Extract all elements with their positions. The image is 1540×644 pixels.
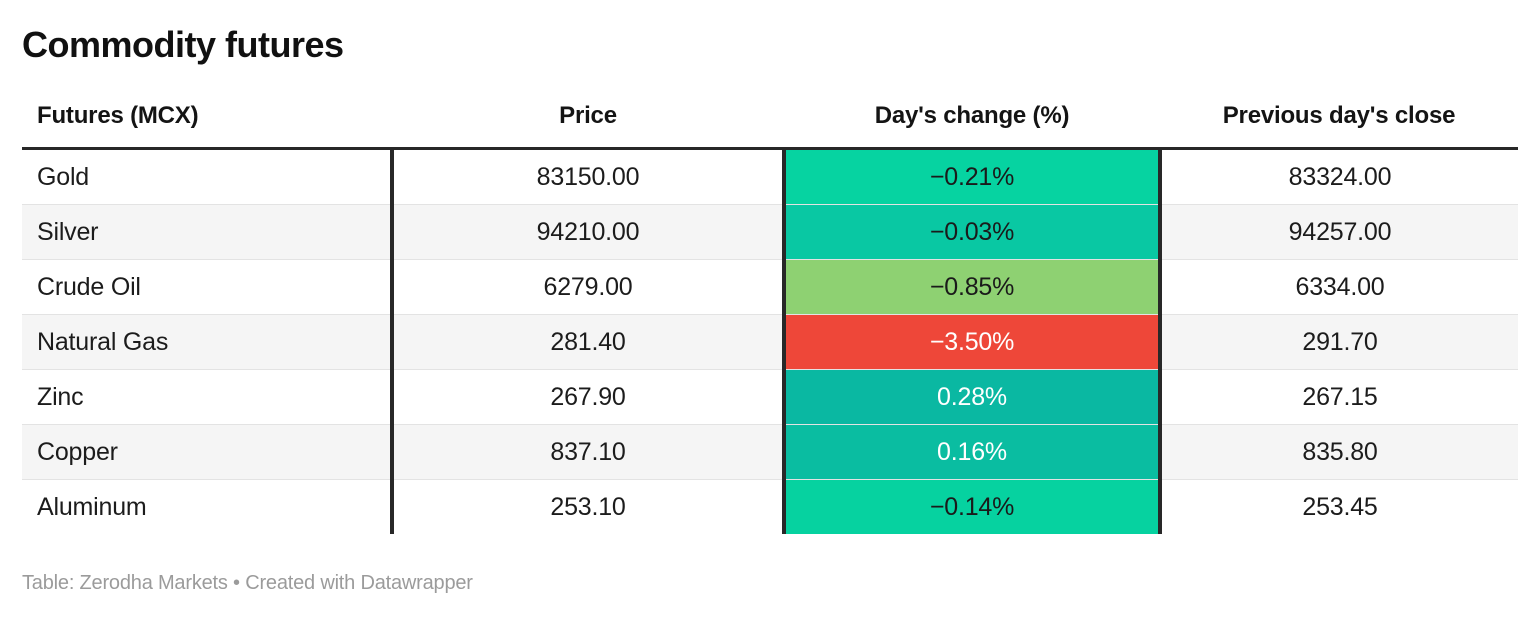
column-header-futures: Futures (MCX)	[22, 102, 392, 150]
table-row: Copper 837.10 0.16% 835.80	[22, 424, 1518, 480]
cell-price: 253.10	[392, 479, 786, 534]
cell-futures-name: Crude Oil	[22, 259, 394, 315]
cell-futures-name: Natural Gas	[22, 314, 394, 370]
cell-futures-name: Copper	[22, 424, 394, 480]
cell-prev-close: 267.15	[1160, 369, 1518, 425]
cell-days-change: −0.85%	[784, 259, 1162, 315]
cell-price: 6279.00	[392, 259, 786, 315]
cell-futures-name: Zinc	[22, 369, 394, 425]
cell-price: 837.10	[392, 424, 786, 480]
cell-futures-name: Silver	[22, 204, 394, 260]
commodity-futures-table: Futures (MCX) Price Day's change (%) Pre…	[22, 102, 1518, 534]
cell-days-change: −3.50%	[784, 314, 1162, 370]
attribution-footer: Table: Zerodha Markets • Created with Da…	[22, 572, 473, 594]
table-row: Crude Oil 6279.00 −0.85% 6334.00	[22, 259, 1518, 315]
cell-futures-name: Aluminum	[22, 479, 394, 534]
cell-prev-close: 6334.00	[1160, 259, 1518, 315]
table-body: Gold 83150.00 −0.21% 83324.00 Silver 942…	[22, 148, 1518, 534]
table-row: Natural Gas 281.40 −3.50% 291.70	[22, 314, 1518, 370]
cell-days-change: −0.03%	[784, 204, 1162, 260]
table-row: Zinc 267.90 0.28% 267.15	[22, 369, 1518, 425]
cell-price: 94210.00	[392, 204, 786, 260]
column-header-prev-close: Previous day's close	[1160, 102, 1518, 150]
cell-price: 267.90	[392, 369, 786, 425]
cell-prev-close: 835.80	[1160, 424, 1518, 480]
page-title: Commodity futures	[22, 24, 344, 65]
column-header-days-change: Day's change (%)	[784, 102, 1160, 150]
cell-prev-close: 83324.00	[1288, 162, 1392, 191]
table-row: Gold 83150.00 −0.21% 83324.00	[22, 148, 1518, 205]
cell-days-change: 0.16%	[784, 424, 1162, 480]
table-header: Futures (MCX) Price Day's change (%) Pre…	[22, 102, 1518, 150]
cell-prev-close: 291.70	[1160, 314, 1518, 370]
header-row: Futures (MCX) Price Day's change (%) Pre…	[22, 102, 1518, 150]
cell-days-change: 0.28%	[784, 369, 1162, 425]
table-row: Silver 94210.00 −0.03% 94257.00	[22, 204, 1518, 260]
cell-price: 83150.00	[392, 148, 786, 205]
cell-days-change: −0.14%	[784, 479, 1162, 534]
cell-prev-close: 253.45	[1160, 479, 1518, 534]
cell-price: 281.40	[392, 314, 786, 370]
cell-prev-close: 94257.00	[1160, 204, 1518, 260]
cell-days-change: −0.21%	[784, 148, 1162, 205]
table-row: Aluminum 253.10 −0.14% 253.45	[22, 479, 1518, 534]
cell-futures-name: Gold	[22, 148, 394, 205]
column-header-price: Price	[392, 102, 784, 150]
